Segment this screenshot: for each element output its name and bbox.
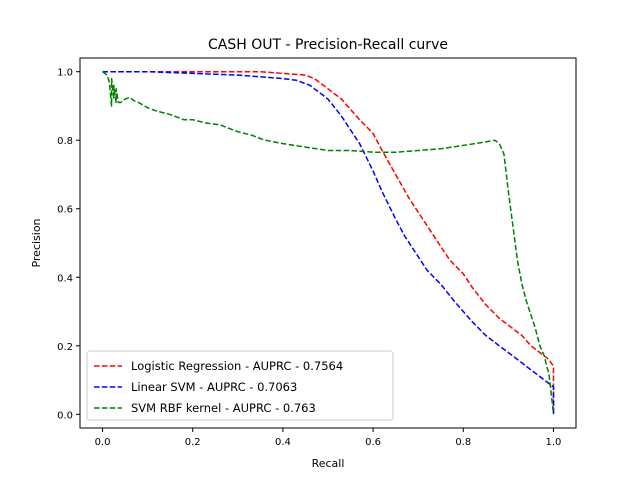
y-tick-label: 1.0 xyxy=(57,68,73,79)
legend-box xyxy=(86,350,394,421)
x-tick-label: 0.8 xyxy=(455,437,471,448)
y-axis: 0.0 0.2 0.4 0.6 0.8 1.0 xyxy=(57,68,80,421)
y-tick-label: 0.4 xyxy=(57,273,73,284)
series-line-0 xyxy=(102,70,555,415)
legend-label: Logistic Regression - AUPRC - 0.7564 xyxy=(131,359,343,373)
axes-frame xyxy=(79,57,577,429)
series-line-2 xyxy=(102,71,555,415)
series-line-1 xyxy=(102,70,555,415)
plot-area xyxy=(79,57,577,429)
y-tick-label: 0.6 xyxy=(57,205,73,216)
x-tick-label: 0.6 xyxy=(365,437,381,448)
y-tick-label: 0.8 xyxy=(57,136,73,147)
y-axis-title: Precision xyxy=(30,218,43,267)
legend-label: Linear SVM - AUPRC - 0.7063 xyxy=(131,380,297,394)
x-tick-label: 0.0 xyxy=(95,437,111,448)
y-tick-label: 0.0 xyxy=(57,410,73,421)
x-axis: 0.0 0.2 0.4 0.6 0.8 1.0 xyxy=(95,428,562,448)
x-tick-label: 0.2 xyxy=(185,437,201,448)
x-tick-label: 1.0 xyxy=(546,437,562,448)
legend: Logistic Regression - AUPRC - 0.7564 Line… xyxy=(86,350,394,421)
chart-title: CASH OUT - Precision-Recall curve xyxy=(208,37,448,53)
y-tick-label: 0.2 xyxy=(57,342,73,353)
x-tick-label: 0.4 xyxy=(275,437,291,448)
legend-label: SVM RBF kernel - AUPRC - 0.763 xyxy=(131,401,316,415)
x-axis-title: Recall xyxy=(312,457,345,470)
series-layer xyxy=(102,70,555,415)
